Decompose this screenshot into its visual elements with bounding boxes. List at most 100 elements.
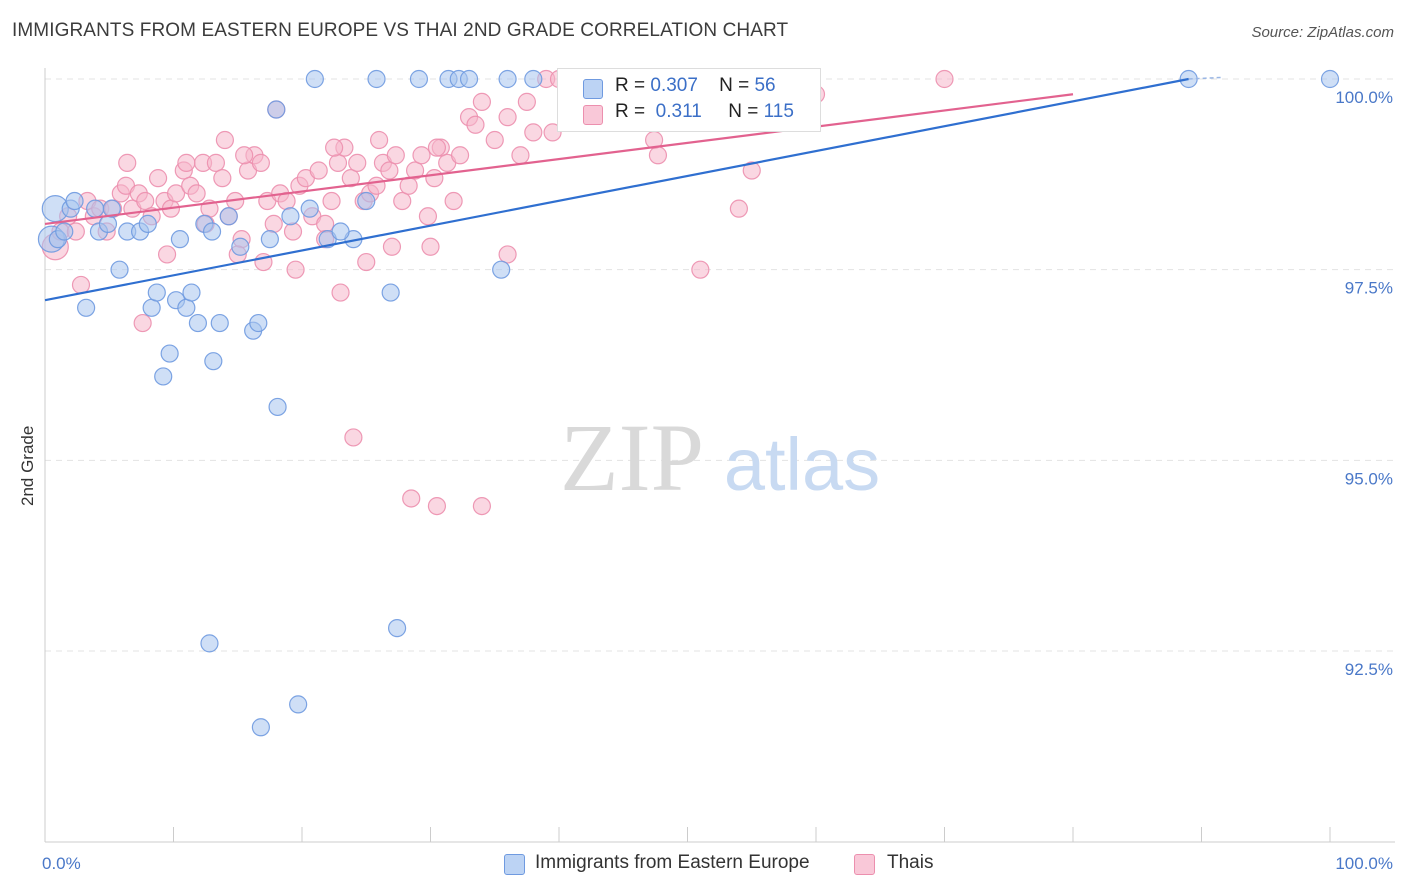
eastern-europe-point bbox=[219, 207, 238, 226]
watermark-atlas: atlas bbox=[724, 423, 880, 506]
eastern-europe-point bbox=[231, 237, 250, 256]
thai-point bbox=[543, 123, 562, 142]
thai-point bbox=[309, 161, 328, 180]
thai-trend-line bbox=[44, 93, 1074, 225]
legend-r-value: 0.307 bbox=[650, 75, 698, 96]
thai-point bbox=[71, 275, 91, 295]
thai-point bbox=[283, 222, 303, 241]
eastern-europe-trend-extension bbox=[1188, 76, 1221, 80]
legend-label: Immigrants from Eastern Europe bbox=[535, 852, 810, 873]
thai-point bbox=[472, 92, 491, 111]
watermark-zip: ZIP bbox=[560, 404, 704, 511]
thai-point bbox=[524, 123, 543, 142]
legend-n-value: 56 bbox=[754, 75, 776, 96]
legend-n-value: 115 bbox=[763, 101, 794, 122]
eastern-europe-point bbox=[459, 69, 479, 89]
chart-source: Source: ZipAtlas.com bbox=[1251, 24, 1394, 41]
thai-point bbox=[427, 496, 447, 516]
thai-point bbox=[157, 245, 177, 264]
thai-point bbox=[742, 161, 761, 180]
thai-point bbox=[382, 237, 402, 256]
eastern-europe-point bbox=[98, 214, 118, 234]
thai-point bbox=[325, 138, 344, 157]
eastern-europe-point bbox=[55, 222, 74, 241]
eastern-europe-point bbox=[86, 199, 105, 218]
tick-labels: 92.5% 95.0% 97.5% 100.0% 0.0% 100.0% bbox=[42, 88, 1393, 873]
eastern-europe-point bbox=[204, 352, 223, 371]
eastern-europe-point bbox=[142, 298, 161, 317]
eastern-europe-point bbox=[357, 191, 376, 211]
thai-point bbox=[393, 191, 412, 211]
eastern-europe-trend-line bbox=[44, 77, 1189, 302]
x-tick-label: 0.0% bbox=[42, 854, 81, 873]
thai-point bbox=[418, 207, 438, 226]
eastern-europe-point bbox=[160, 344, 179, 363]
legend-r-label: R = bbox=[615, 75, 646, 96]
eastern-europe-point bbox=[138, 214, 157, 234]
thai-point bbox=[348, 153, 367, 172]
thai-point bbox=[427, 138, 447, 157]
thai-point bbox=[251, 153, 270, 172]
thai-point bbox=[166, 184, 186, 203]
eastern-europe-point bbox=[387, 619, 407, 638]
eastern-europe-point bbox=[305, 69, 324, 89]
y-tick-label: 95.0% bbox=[1345, 469, 1393, 488]
thai-point bbox=[444, 191, 463, 211]
y-tick-label: 92.5% bbox=[1345, 660, 1393, 679]
watermark: ZIP atlas bbox=[560, 404, 880, 511]
eastern-europe-point bbox=[267, 100, 286, 119]
legend-swatch-pink bbox=[583, 105, 603, 125]
thai-point bbox=[729, 199, 749, 218]
thai-point bbox=[517, 92, 536, 111]
thai-point bbox=[485, 130, 504, 150]
thai-point bbox=[213, 169, 232, 188]
thai-point bbox=[466, 115, 485, 134]
thai-point bbox=[148, 169, 168, 188]
eastern-europe-point bbox=[77, 298, 96, 317]
eastern-europe-point bbox=[281, 207, 300, 226]
eastern-europe-point bbox=[492, 260, 511, 279]
grid-lines bbox=[45, 78, 1395, 652]
thai-point bbox=[133, 313, 152, 333]
eastern-europe-point bbox=[409, 69, 429, 89]
x-tick-label: 100.0% bbox=[1335, 854, 1393, 873]
y-tick-label: 100.0% bbox=[1335, 88, 1393, 107]
eastern-europe-point bbox=[1320, 69, 1340, 89]
thai-point bbox=[935, 69, 954, 89]
thai-point bbox=[215, 130, 234, 150]
eastern-europe-point bbox=[289, 695, 308, 714]
thai-point bbox=[357, 252, 376, 272]
thai-point bbox=[177, 153, 196, 172]
eastern-europe-point bbox=[102, 199, 121, 218]
thai-point bbox=[118, 153, 137, 172]
thai-point bbox=[511, 146, 530, 165]
legend-swatch-blue bbox=[504, 854, 525, 875]
axes bbox=[44, 68, 1395, 843]
eastern-europe-point bbox=[260, 230, 279, 249]
y-tick-label: 97.5% bbox=[1345, 279, 1393, 298]
eastern-europe-point bbox=[177, 298, 196, 317]
chart-title: IMMIGRANTS FROM EASTERN EUROPE VS THAI 2… bbox=[12, 20, 789, 41]
eastern-europe-point bbox=[249, 313, 268, 333]
thai-point bbox=[648, 146, 668, 165]
eastern-europe-point bbox=[154, 367, 173, 386]
thai-point bbox=[380, 161, 399, 180]
eastern-europe-point bbox=[182, 283, 201, 302]
thai-point bbox=[367, 176, 386, 195]
legend-n-label: N = bbox=[719, 75, 750, 96]
thai-point bbox=[691, 260, 710, 279]
thai-point bbox=[235, 146, 254, 165]
thai-point bbox=[328, 153, 348, 172]
thai-point bbox=[402, 489, 421, 508]
eastern-europe-point bbox=[381, 283, 400, 302]
thai-point bbox=[322, 191, 341, 211]
legend-swatch-pink bbox=[854, 854, 875, 875]
eastern-europe-point bbox=[147, 283, 166, 302]
thai-point bbox=[341, 169, 360, 188]
thai-point bbox=[331, 283, 350, 302]
thai-point bbox=[405, 161, 425, 180]
thai-point bbox=[425, 169, 444, 188]
eastern-europe-point bbox=[202, 222, 222, 241]
legend-r-value: 0.311 bbox=[655, 101, 702, 122]
eastern-europe-point bbox=[110, 260, 129, 279]
